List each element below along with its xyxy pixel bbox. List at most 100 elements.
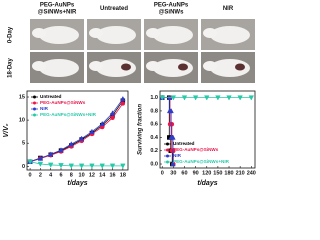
marker	[226, 95, 232, 101]
marker	[58, 147, 64, 153]
legend-label: PEG-AuNPs@SiNWs+NIR	[40, 112, 97, 117]
y-tick-label: 0.2	[150, 148, 158, 154]
marker	[169, 121, 175, 127]
mouse-head	[32, 61, 46, 71]
marker	[170, 161, 176, 167]
mouse-head	[89, 28, 103, 38]
marker	[110, 115, 115, 121]
column-label: PEG-AuNPs	[154, 3, 189, 9]
marker	[58, 163, 64, 169]
marker	[99, 163, 105, 169]
y-tick-label: 1.0	[150, 95, 158, 101]
marker	[159, 95, 165, 101]
marker	[109, 163, 116, 169]
tumor	[235, 63, 245, 71]
marker	[109, 110, 116, 116]
column-label: @SiNWs+NIR	[38, 10, 77, 16]
marker	[99, 120, 105, 127]
legend-marker	[166, 148, 169, 152]
x-tick-label: 12	[89, 172, 95, 178]
legend-marker	[33, 107, 36, 111]
y-tick-label: 15	[19, 94, 25, 100]
plot-frame	[26, 90, 129, 171]
legend-label: PEG-AuNPs@SiNWs+NIR	[173, 159, 230, 164]
x-tick-label: 6	[59, 172, 62, 178]
x-tick-label: 2	[39, 172, 42, 178]
marker	[120, 163, 126, 169]
marker	[47, 162, 54, 168]
series-line	[29, 98, 124, 163]
legend-marker	[33, 101, 36, 105]
tumor	[178, 63, 188, 71]
marker	[168, 107, 174, 114]
y-tick-label: 0.4	[150, 135, 159, 141]
legend-marker	[166, 160, 169, 164]
x-tick-label: 10	[79, 172, 85, 178]
x-tick-label: 0	[29, 172, 32, 178]
mouse-body	[96, 26, 136, 44]
marker	[89, 128, 95, 134]
legend-marker	[33, 113, 36, 117]
marker	[204, 95, 210, 101]
legend-label: NIR	[40, 106, 49, 111]
legend-label: PEG-AuNPs@SiNWs	[173, 147, 219, 152]
tumor	[121, 63, 131, 71]
marker	[215, 95, 221, 101]
marker	[78, 163, 85, 169]
row-label: 0-Day	[8, 26, 14, 43]
y-tick-label: 0.6	[150, 122, 158, 128]
marker	[248, 95, 255, 101]
x-axis-label: t/days	[67, 180, 87, 187]
legend-marker	[33, 95, 36, 99]
legend-label: PEG-AuNPs@SiNWs	[40, 100, 86, 105]
figure: PEG-AuNPs@SiNWs+NIRUntreatedPEG-AuNPs@Si…	[3, 3, 256, 187]
mouse-head	[146, 28, 160, 38]
y-tick-label: 0.8	[150, 108, 158, 114]
marker	[27, 159, 33, 165]
x-tick-label: 0	[161, 170, 164, 176]
x-tick-label: 18	[120, 172, 126, 178]
x-tick-label: 4	[49, 172, 53, 178]
x-tick-label: 30	[170, 170, 176, 176]
mouse-head	[89, 61, 103, 71]
marker	[47, 151, 54, 157]
x-tick-label: 60	[181, 170, 187, 176]
x-axis-label: t/days	[197, 180, 217, 187]
y-axis-label: Surviving fraction	[138, 104, 144, 155]
column-label: NIR	[223, 6, 234, 12]
mouse-body	[39, 26, 79, 44]
mouse-body	[210, 26, 250, 44]
marker	[170, 95, 177, 101]
y-axis-label: V/V₀	[3, 123, 10, 137]
mouse-body	[39, 59, 79, 77]
y-tick-label: 10	[19, 118, 25, 124]
x-tick-label: 8	[70, 172, 73, 178]
y-tick-label: 0	[22, 164, 25, 170]
marker	[89, 163, 95, 169]
mouse-head	[32, 28, 46, 38]
legend-label: Untreated	[173, 141, 195, 146]
series-line	[162, 97, 174, 165]
marker	[192, 95, 199, 101]
row-label: 18-Day	[8, 58, 14, 78]
series-line	[30, 161, 123, 167]
marker	[181, 95, 188, 101]
marker	[68, 141, 75, 147]
marker	[237, 95, 243, 101]
marker	[68, 163, 75, 169]
x-tick-label: 150	[213, 170, 222, 176]
mouse-head	[146, 61, 160, 71]
column-label: @SiNWs	[159, 10, 185, 16]
marker	[37, 155, 44, 161]
plot-frame	[159, 90, 256, 169]
legend-label: Untreated	[40, 94, 62, 99]
marker	[78, 135, 85, 141]
x-tick-label: 120	[202, 170, 211, 176]
y-tick-label: 0.0	[150, 161, 158, 167]
column-label: Untreated	[100, 6, 128, 12]
column-label: PEG-AuNPs	[40, 3, 75, 9]
legend-marker	[166, 142, 169, 146]
marker	[120, 101, 126, 106]
series-line	[29, 103, 124, 163]
x-tick-label: 90	[193, 170, 199, 176]
